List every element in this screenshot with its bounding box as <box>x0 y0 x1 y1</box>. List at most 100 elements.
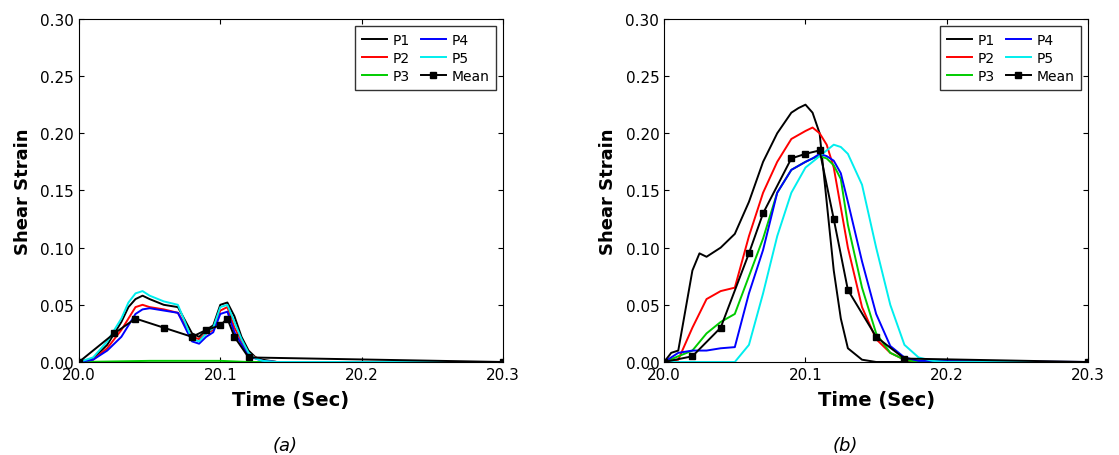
P2 <box>699 297 713 302</box>
Mean <box>242 355 255 360</box>
P1 <box>834 316 847 322</box>
P2 <box>497 359 510 365</box>
Line: P2: P2 <box>665 128 1088 362</box>
P1 <box>771 131 784 136</box>
Line: P2: P2 <box>79 305 504 362</box>
P3 <box>855 285 868 291</box>
Mean <box>214 323 227 329</box>
P1 <box>756 160 770 165</box>
Mean <box>812 148 826 154</box>
Line: P4: P4 <box>79 308 504 362</box>
P3 <box>812 154 826 160</box>
P2 <box>686 325 699 331</box>
Y-axis label: Shear Strain: Shear Strain <box>13 128 31 254</box>
P4 <box>671 350 685 356</box>
P1 <box>784 111 798 116</box>
P2 <box>171 310 185 316</box>
P2 <box>884 350 897 356</box>
P5 <box>207 325 220 331</box>
P2 <box>220 305 234 310</box>
P4 <box>171 310 185 316</box>
P1 <box>214 303 227 308</box>
P4 <box>784 168 798 173</box>
P1 <box>827 268 840 273</box>
P1 <box>820 200 834 205</box>
P4 <box>714 346 727 351</box>
P4 <box>686 348 699 354</box>
P3 <box>497 359 510 365</box>
P5 <box>143 293 157 299</box>
P5 <box>869 245 883 251</box>
P5 <box>73 359 86 365</box>
P5 <box>192 339 206 344</box>
P5 <box>248 356 262 362</box>
P4 <box>101 348 114 354</box>
P4 <box>135 307 149 313</box>
P2 <box>207 328 220 333</box>
Mean <box>186 334 199 340</box>
P4 <box>855 259 868 264</box>
Mean <box>897 356 911 362</box>
P4 <box>192 341 206 347</box>
P5 <box>186 337 199 342</box>
P5 <box>884 303 897 308</box>
P2 <box>228 325 242 331</box>
Mean <box>1081 359 1094 365</box>
Mean <box>157 325 170 331</box>
P5 <box>927 359 940 364</box>
P1 <box>1081 359 1094 365</box>
Mean <box>199 328 213 333</box>
P4 <box>912 359 925 364</box>
P3 <box>784 168 798 173</box>
P1 <box>714 245 727 251</box>
P5 <box>135 289 149 294</box>
Mean <box>658 359 671 365</box>
P4 <box>869 312 883 317</box>
Mean <box>869 334 883 340</box>
P2 <box>214 308 227 313</box>
P5 <box>784 191 798 196</box>
P5 <box>742 342 755 348</box>
P1 <box>242 348 255 354</box>
P1 <box>841 346 855 351</box>
Mean <box>73 359 86 365</box>
P2 <box>806 126 819 131</box>
P1 <box>171 305 185 310</box>
P4 <box>207 330 220 335</box>
P1 <box>228 314 242 319</box>
P2 <box>192 337 206 342</box>
P1 <box>73 359 86 365</box>
Mean <box>714 325 727 331</box>
P2 <box>927 359 940 365</box>
P1 <box>812 131 826 136</box>
P4 <box>799 160 812 165</box>
Line: P5: P5 <box>79 292 504 362</box>
P1 <box>207 323 220 329</box>
P3 <box>820 157 834 162</box>
Line: P1: P1 <box>79 296 504 362</box>
P2 <box>143 305 157 310</box>
P4 <box>214 312 227 317</box>
P1 <box>122 305 135 310</box>
P2 <box>756 191 770 196</box>
P2 <box>784 137 798 142</box>
P4 <box>129 312 142 317</box>
P1 <box>806 111 819 116</box>
P2 <box>186 334 199 340</box>
P5 <box>1081 359 1094 365</box>
P5 <box>129 291 142 297</box>
P5 <box>220 303 234 308</box>
P5 <box>270 359 283 365</box>
P3 <box>756 236 770 242</box>
P4 <box>114 334 128 340</box>
P5 <box>940 359 953 365</box>
P5 <box>820 148 834 154</box>
Mean <box>756 211 770 217</box>
P4 <box>834 171 847 177</box>
P4 <box>228 330 242 335</box>
P5 <box>114 316 128 322</box>
P5 <box>686 359 699 365</box>
P3 <box>714 319 727 325</box>
P4 <box>756 248 770 253</box>
P5 <box>855 182 868 188</box>
